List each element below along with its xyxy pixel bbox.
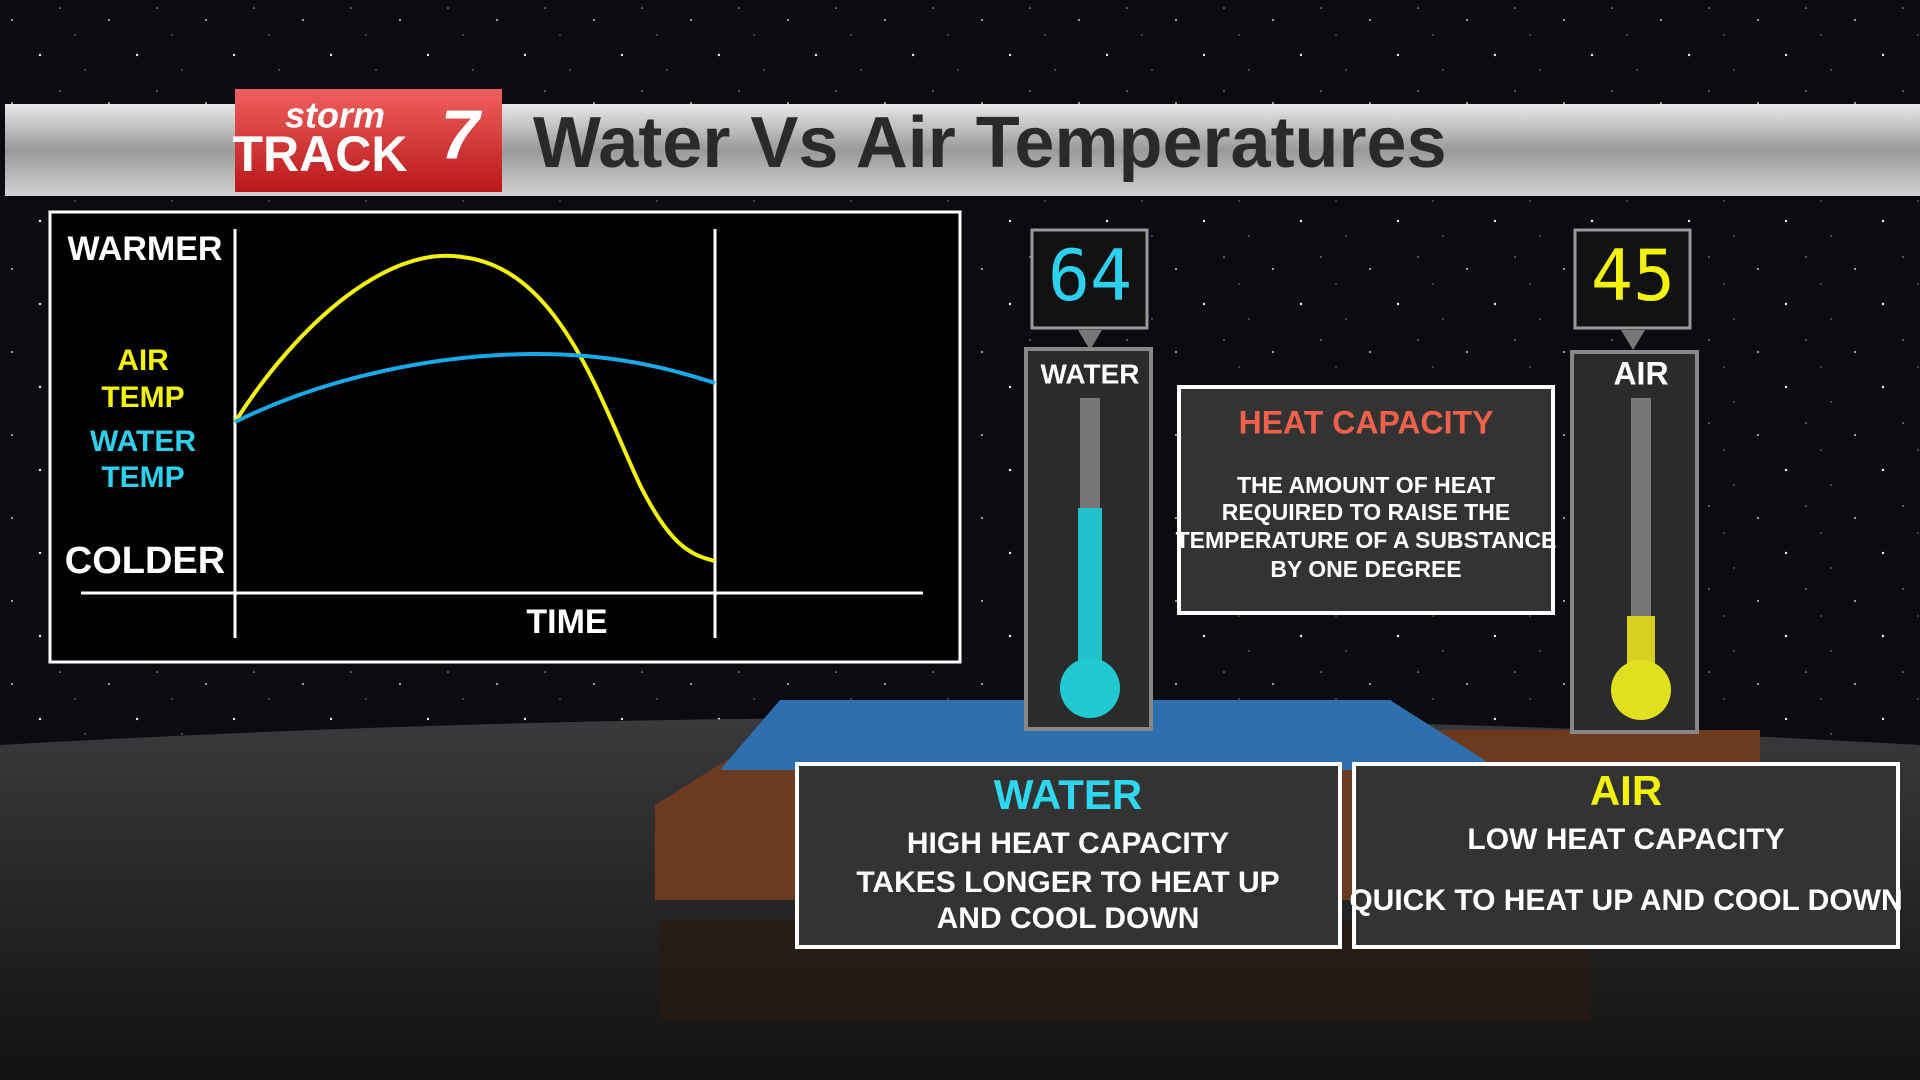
bulb: [1611, 660, 1671, 720]
info-text: QUICK TO HEAT UP AND COOL DOWN: [1349, 884, 1902, 917]
reading: 45: [1591, 235, 1675, 317]
info-title: WATER: [994, 771, 1143, 818]
title: Water Vs Air Temperatures: [533, 103, 1447, 183]
info-box: [1177, 385, 1555, 615]
axis-label: COLDER: [65, 540, 225, 582]
legend-label: TEMP: [101, 381, 184, 414]
water-surface: [720, 700, 1500, 770]
water-curve: [234, 351, 716, 424]
info-text: THE AMOUNT OF HEAT: [1237, 472, 1495, 498]
readout: [1030, 228, 1149, 330]
tube: [1631, 398, 1651, 688]
info-text: HIGH HEAT CAPACITY: [907, 827, 1229, 860]
water-thermometer: 64 WATER: [1024, 228, 1153, 731]
info-title: AIR: [1590, 767, 1662, 814]
logo-number: 7: [441, 95, 483, 173]
info-text: TEMPERATURE OF A SUBSTANCE: [1176, 527, 1557, 553]
info-text: REQUIRED TO RAISE THE: [1222, 499, 1510, 525]
info-text: TAKES LONGER TO HEAT UP: [856, 866, 1279, 899]
readout: [1573, 228, 1692, 330]
info-box: [795, 762, 1342, 949]
axis-label: TIME: [526, 603, 607, 641]
axis-label: WARMER: [68, 230, 223, 268]
pointer: [1621, 330, 1645, 350]
pointer: [1078, 330, 1102, 350]
thermometer-label: WATER: [1040, 358, 1139, 389]
graph-panel: [48, 210, 962, 664]
reading: 64: [1048, 235, 1132, 317]
info-text: BY ONE DEGREE: [1270, 556, 1461, 582]
legend-label: AIR: [117, 344, 169, 377]
info-box: [1352, 762, 1900, 949]
logo-text: storm: [285, 95, 385, 136]
legend-label: WATER: [90, 425, 196, 458]
logo-text: TRACK: [233, 126, 408, 182]
info-text: LOW HEAT CAPACITY: [1467, 823, 1784, 856]
air-curve: [233, 253, 716, 563]
legend-label: TEMP: [101, 461, 184, 494]
info-text: AND COOL DOWN: [937, 902, 1200, 935]
air-thermometer: 45 AIR: [1570, 228, 1699, 734]
thermometer-label: AIR: [1613, 355, 1668, 391]
bulb: [1060, 658, 1120, 718]
logo: [235, 89, 502, 192]
info-title: HEAT CAPACITY: [1239, 404, 1494, 440]
